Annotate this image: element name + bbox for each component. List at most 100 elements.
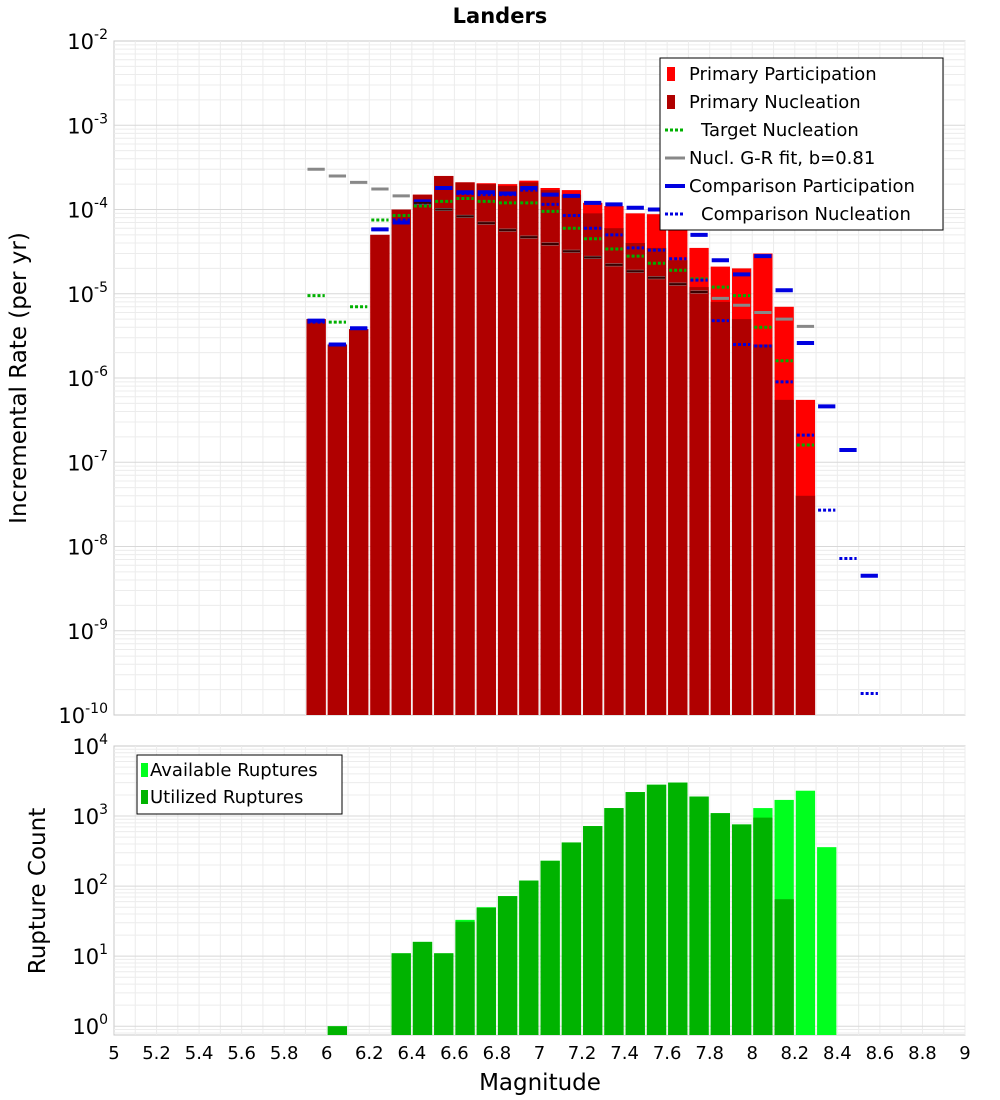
y-tick-base: 10: [67, 451, 94, 475]
legend-label: Available Ruptures: [150, 760, 318, 781]
bar-primary-nucleation: [519, 182, 539, 715]
y-tick-label: 10-4: [67, 196, 108, 223]
y-tick-exponent: -8: [94, 533, 108, 549]
bar-utilized-ruptures: [412, 941, 433, 1035]
y-tick-base: 10: [72, 1015, 99, 1039]
top-bars: [306, 175, 816, 716]
bar-primary-nucleation: [646, 247, 667, 715]
x-tick-label: 9: [959, 1043, 970, 1064]
x-tick-label: 7: [534, 1043, 545, 1064]
x-tick-label: 8.2: [780, 1043, 809, 1064]
bottom-gridlines: [114, 746, 966, 1035]
y-tick-label: 10-2: [67, 27, 108, 54]
y-tick-base: 10: [67, 620, 94, 644]
bar-utilized-ruptures: [668, 782, 688, 1035]
bar-primary-nucleation: [774, 399, 794, 715]
y-tick-label: 10-6: [67, 364, 108, 391]
bar-available-ruptures: [817, 847, 837, 1035]
bar-utilized-ruptures: [561, 842, 582, 1035]
bar-primary-nucleation: [349, 329, 369, 715]
legend-box: [659, 57, 944, 231]
bar-primary-nucleation: [710, 301, 730, 715]
bar-primary-nucleation: [795, 495, 816, 715]
legend-label: Nucl. G-R fit, b=0.81: [689, 148, 875, 169]
bar-utilized-ruptures: [710, 813, 730, 1035]
legend-swatch: [667, 95, 675, 109]
y-tick-label: 10-3: [67, 111, 108, 138]
y-tick-exponent: -9: [94, 617, 108, 633]
x-tick-label: 7.4: [610, 1043, 639, 1064]
bar-primary-nucleation: [540, 190, 560, 716]
top-y-axis-label: Incremental Rate (per yr): [6, 232, 32, 524]
bar-utilized-ruptures: [689, 796, 709, 1035]
y-tick-exponent: -3: [94, 111, 108, 127]
x-tick-label: 5: [108, 1043, 119, 1064]
legend-label: Primary Participation: [689, 64, 877, 85]
bar-primary-nucleation: [370, 234, 390, 716]
bar-utilized-ruptures: [455, 921, 475, 1035]
legend-label: Comparison Nucleation: [701, 204, 911, 225]
bar-utilized-ruptures: [519, 880, 539, 1035]
y-tick-label: 104: [72, 732, 108, 759]
y-tick-base: 10: [72, 805, 99, 829]
bar-primary-nucleation: [625, 243, 645, 716]
top-legend: Primary Participation Primary Nucleation T…: [659, 57, 944, 231]
y-tick-exponent: 1: [99, 942, 108, 958]
top-line-segments: [307, 167, 878, 695]
y-tick-label: 10-8: [67, 533, 108, 560]
bar-utilized-ruptures: [497, 896, 518, 1035]
y-tick-label: 10-10: [58, 701, 108, 728]
x-tick-label: 8.8: [908, 1043, 937, 1064]
y-tick-label: 10-7: [67, 448, 108, 475]
bar-primary-nucleation: [689, 287, 709, 715]
x-tick-label: 8.6: [866, 1043, 895, 1064]
legend-label: Comparison Participation: [689, 176, 915, 197]
y-tick-label: 101: [72, 942, 108, 969]
y-tick-base: 10: [67, 30, 94, 54]
y-tick-label: 10-9: [67, 617, 108, 644]
x-tick-label: 5.2: [142, 1043, 171, 1064]
bar-utilized-ruptures: [646, 784, 667, 1035]
bar-primary-nucleation: [306, 319, 326, 715]
y-tick-exponent: -2: [94, 27, 108, 43]
x-tick-label: 5.4: [185, 1043, 214, 1064]
x-tick-labels: 5 5.2 5.4 5.6 5.8 6 6.2 6.4 6.6 6.8 7 7.2 7.4 7.6 7.8 8…: [108, 1043, 970, 1064]
bottom-legend: Available Ruptures Utilized Ruptures: [136, 754, 343, 815]
bar-primary-nucleation: [434, 175, 454, 715]
bar-primary-nucleation: [455, 182, 475, 715]
x-tick-label: 6: [321, 1043, 332, 1064]
x-axis-label: Magnitude: [479, 1070, 601, 1096]
chart-title: Landers: [453, 4, 548, 28]
legend-label: Utilized Ruptures: [150, 787, 303, 808]
y-tick-base: 10: [67, 114, 94, 138]
bar-available-ruptures: [795, 790, 816, 1035]
y-tick-exponent: 2: [99, 872, 108, 888]
legend-swatch: [141, 790, 148, 804]
x-tick-label: 7.2: [568, 1043, 597, 1064]
x-tick-label: 8.4: [823, 1043, 852, 1064]
y-tick-exponent: -5: [94, 280, 108, 296]
bar-primary-nucleation: [391, 209, 411, 715]
y-tick-base: 10: [67, 536, 94, 560]
bottom-y-axis-label: Rupture Count: [25, 808, 51, 974]
bar-primary-nucleation: [668, 260, 688, 715]
y-tick-exponent: -7: [94, 448, 108, 464]
legend-label: Primary Nucleation: [689, 92, 861, 113]
bar-utilized-ruptures: [391, 953, 411, 1035]
y-tick-base: 10: [67, 199, 94, 223]
y-tick-exponent: 3: [99, 802, 108, 818]
y-tick-exponent: -10: [85, 701, 108, 717]
bar-primary-nucleation: [476, 184, 496, 715]
legend-label: Target Nucleation: [700, 120, 859, 141]
bar-utilized-ruptures: [583, 826, 603, 1035]
legend-swatch: [667, 67, 675, 81]
y-tick-exponent: -6: [94, 364, 108, 380]
bar-utilized-ruptures: [753, 817, 773, 1035]
y-tick-base: 10: [72, 875, 99, 899]
bar-primary-nucleation: [604, 228, 624, 716]
y-tick-base: 10: [67, 367, 94, 391]
bar-utilized-ruptures: [434, 953, 454, 1035]
